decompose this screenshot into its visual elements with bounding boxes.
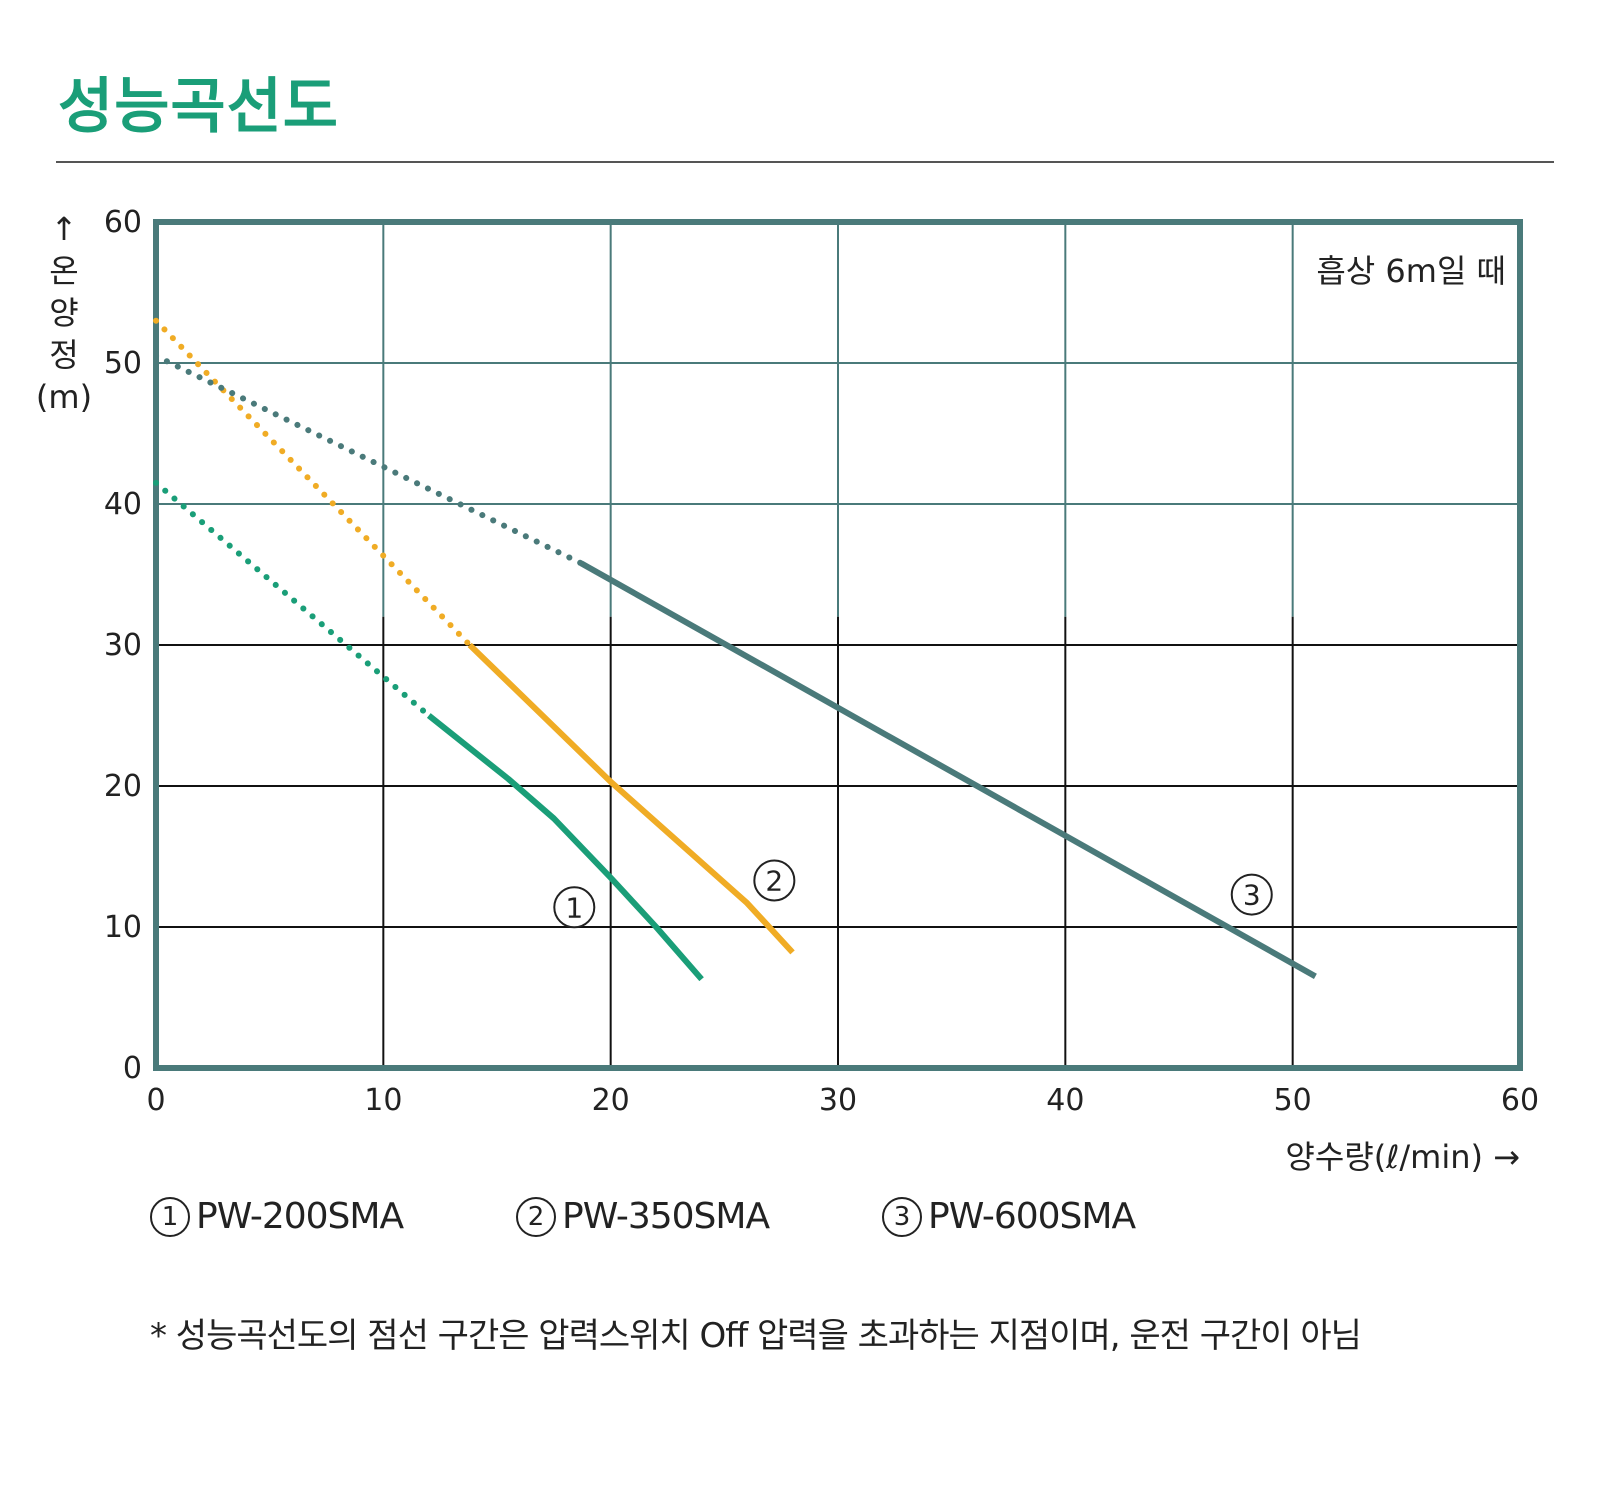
- y-axis-label-char-0: ↑: [51, 210, 78, 248]
- y-tick-label-40: 40: [104, 487, 142, 522]
- y-tick-label-0: 0: [123, 1051, 142, 1086]
- x-axis-label: 양수량(ℓ/min) →: [1285, 1138, 1520, 1176]
- performance-chart: 0 10 20 30 40 50 60 0 10 20 30 40 50 60 ↑ 온양정 (m) 양수량(ℓ/m…: [36, 205, 1539, 1176]
- legend-item-2: 2 PW-350SMA: [516, 1196, 770, 1237]
- y-axis-label-char-1: 온: [49, 252, 78, 290]
- title-divider: [56, 161, 1554, 163]
- legend-label-1: PW-200SMA: [196, 1196, 404, 1237]
- y-axis-label-char-4: (m): [36, 378, 92, 416]
- y-tick-label-50: 50: [104, 346, 142, 381]
- y-tick-label-30: 30: [104, 628, 142, 663]
- x-tick-label-10: 10: [364, 1083, 402, 1118]
- page-title: 성능곡선도: [58, 72, 339, 142]
- legend: 1 PW-200SMA 2 PW-350SMA 3 PW-600SMA: [150, 1196, 1250, 1256]
- y-tick-label-10: 10: [104, 910, 142, 945]
- y-tick-label-20: 20: [104, 769, 142, 804]
- plot-frame: [153, 219, 1523, 1071]
- x-tick-label-0: 0: [146, 1083, 165, 1118]
- legend-marker-2: 2: [516, 1196, 556, 1237]
- series-1-marker-label: 1: [565, 891, 583, 924]
- series-1-marker-circle: [553, 886, 596, 929]
- legend-item-3: 3 PW-600SMA: [882, 1196, 1136, 1237]
- legend-label-3: PW-600SMA: [928, 1196, 1136, 1237]
- legend-label-2: PW-350SMA: [562, 1196, 770, 1237]
- y-tick-label-60: 60: [104, 205, 142, 240]
- y-axis-label-char-3: 정: [49, 336, 78, 374]
- legend-item-1: 1 PW-200SMA: [150, 1196, 404, 1237]
- x-tick-label-20: 20: [592, 1083, 630, 1118]
- series-2-marker-label: 2: [765, 864, 783, 897]
- footnote: * 성능곡선도의 점선 구간은 압력스위치 Off 압력을 초과하는 지점이며,…: [150, 1316, 1362, 1356]
- chart-annotation: 흡상 6m일 때: [1316, 252, 1506, 290]
- legend-marker-1: 1: [150, 1196, 190, 1237]
- series-2-marker-circle: [753, 859, 796, 902]
- x-tick-label-30: 30: [819, 1083, 857, 1118]
- series-3-dotted-line: [153, 352, 585, 567]
- x-tick-label-60: 60: [1501, 1083, 1539, 1118]
- y-axis-label-char-2: 양: [49, 294, 78, 332]
- x-tick-label-50: 50: [1274, 1083, 1312, 1118]
- series-3-solid-line: [579, 560, 1317, 979]
- series-2-dotted-line: [153, 317, 473, 648]
- series-2-solid-line: [467, 642, 795, 955]
- series-1-solid-line: [426, 713, 704, 982]
- legend-marker-3: 3: [882, 1196, 922, 1237]
- series-3-marker-label: 3: [1243, 879, 1261, 912]
- x-tick-label-40: 40: [1046, 1083, 1084, 1118]
- series-1-dotted-line: [153, 479, 432, 719]
- series-3-marker-circle: [1230, 873, 1273, 916]
